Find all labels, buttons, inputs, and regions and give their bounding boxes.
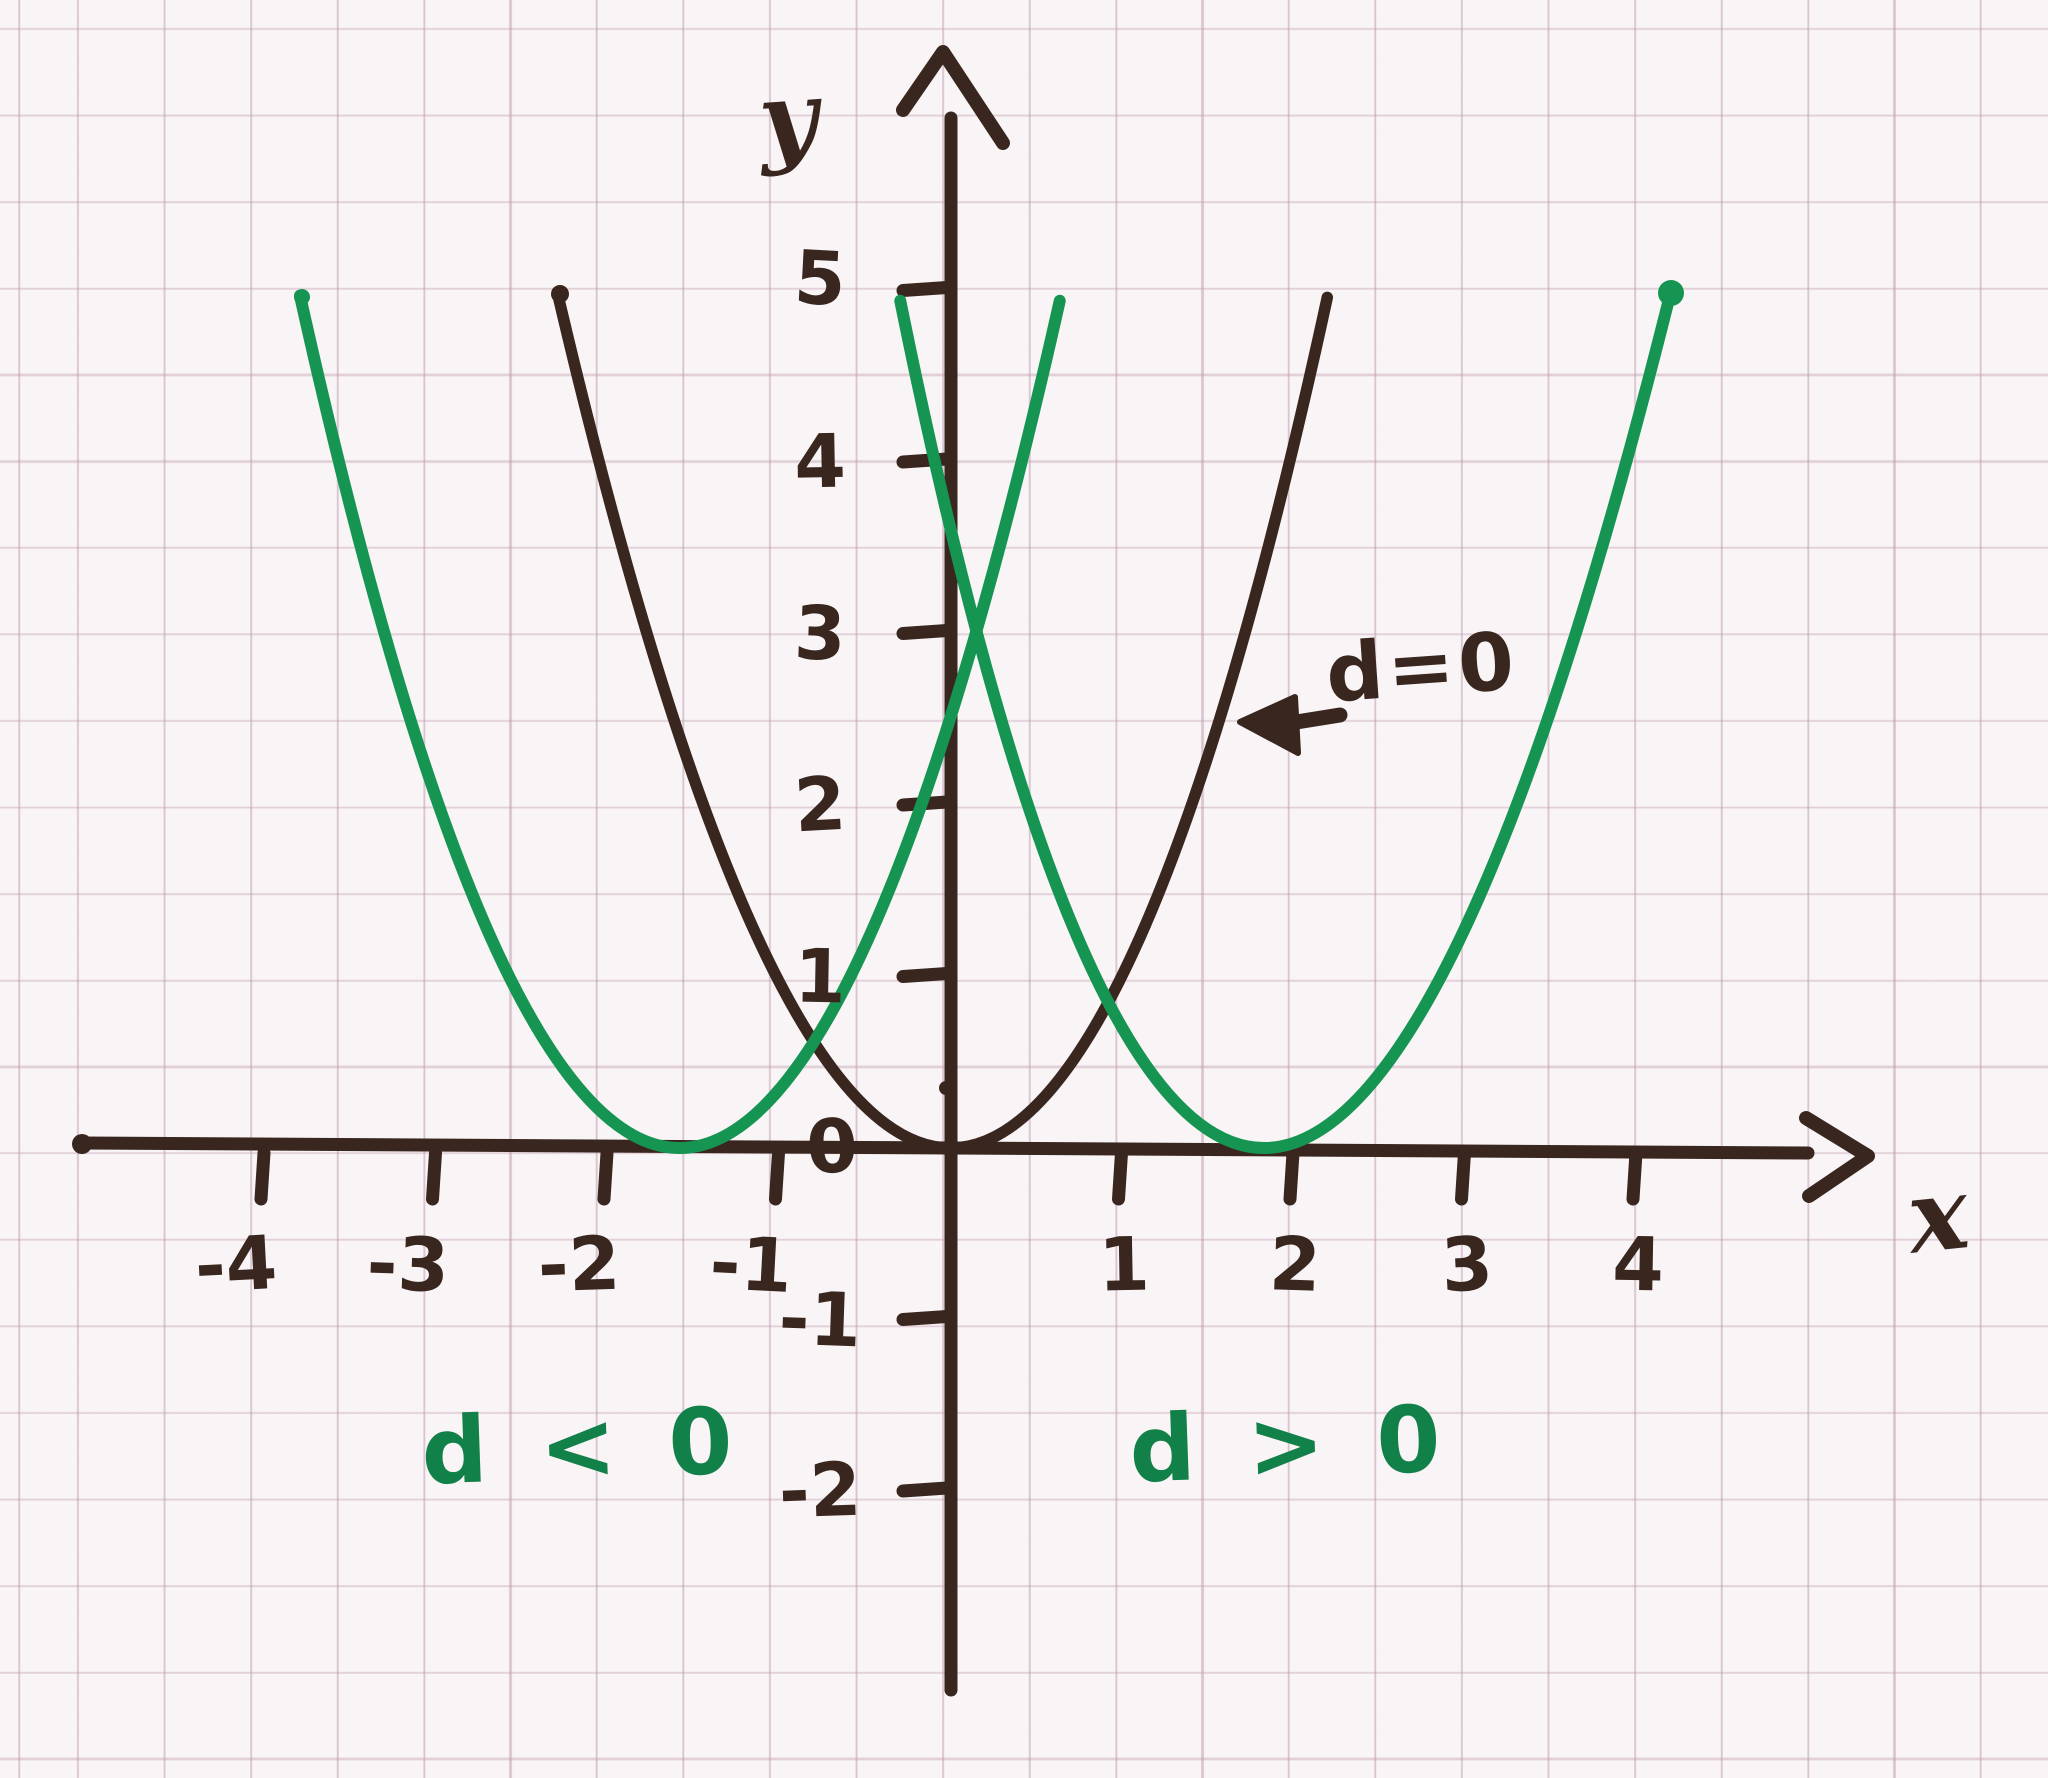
y-tick-mark <box>896 967 954 983</box>
y-axis-label: y <box>754 57 822 179</box>
x-tick-label: -4 <box>192 1219 280 1311</box>
y-tick-label: 5 <box>792 234 848 323</box>
x-tick-mark <box>597 1146 614 1206</box>
y-tick-label: 4 <box>793 418 847 506</box>
x-tick-label: 4 <box>1611 1221 1665 1309</box>
pen-blobs <box>72 280 1684 1154</box>
annotation-arrow <box>1237 694 1348 756</box>
y-tick-mark <box>896 624 954 640</box>
x-tick-label: -2 <box>536 1220 622 1310</box>
y-tick-label: 3 <box>792 589 848 678</box>
y-tick-label: 0 <box>804 1102 860 1192</box>
x-tick-mark <box>1112 1146 1128 1206</box>
y-tick-mark <box>896 281 954 297</box>
x-tick-mark <box>1283 1146 1300 1206</box>
x-tick-mark <box>1455 1146 1471 1206</box>
y-tick-label: -1 <box>777 1275 863 1364</box>
pen-blob <box>939 1081 953 1095</box>
y-tick-label: 1 <box>793 933 847 1020</box>
axes <box>75 45 1875 1697</box>
parabola-curve-d-zero <box>551 286 1334 1154</box>
pen-blob <box>551 285 569 303</box>
annotation-d-equals-0: d=0 <box>1322 614 1521 721</box>
x-axis-label: x <box>1902 1153 1974 1277</box>
d0-arrowhead-icon <box>1237 694 1301 756</box>
parabola-curves <box>294 281 1679 1154</box>
parabola-curve-d-positive <box>894 281 1679 1154</box>
pen-blob <box>294 289 310 305</box>
y-tick-label: 2 <box>792 760 848 850</box>
annotation-d-less-than-0: d < 0 <box>419 1387 745 1506</box>
pen-blob <box>72 1134 92 1154</box>
pen-blob <box>1658 280 1684 306</box>
x-tick-mark <box>426 1146 442 1206</box>
annotation-d-greater-than-0: d > 0 <box>1127 1385 1453 1504</box>
x-axis-arrowhead-icon <box>1799 1111 1875 1203</box>
parabola-curve-d-negative <box>294 289 1066 1154</box>
y-axis-arrowhead-icon <box>896 45 1010 150</box>
x-tick-mark <box>254 1146 271 1206</box>
x-tick-label: 2 <box>1267 1221 1323 1309</box>
x-tick-mark <box>1626 1146 1643 1206</box>
x-tick-label: -3 <box>364 1220 451 1310</box>
y-tick-mark <box>896 1481 954 1498</box>
x-tick-label: 3 <box>1438 1220 1495 1310</box>
x-tick-label: 1 <box>1097 1221 1150 1309</box>
y-tick-label: -2 <box>777 1446 863 1536</box>
x-tick-mark <box>769 1146 785 1206</box>
y-tick-mark <box>896 1310 954 1326</box>
